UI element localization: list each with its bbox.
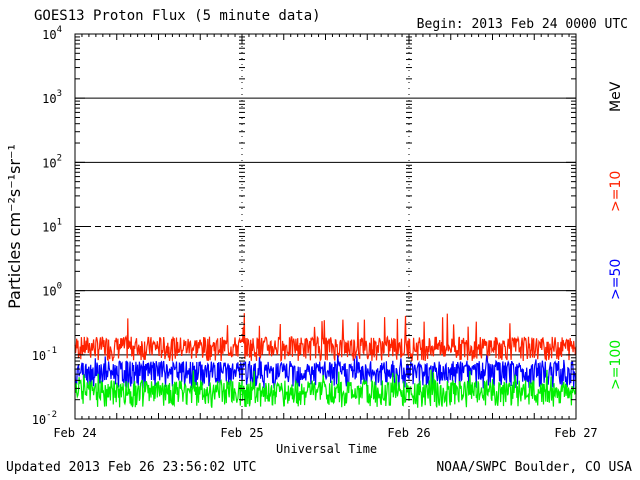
series-line-1: [74, 313, 577, 363]
chart-title: GOES13 Proton Flux (5 minute data): [34, 8, 321, 24]
y-axis-label: Particles cm⁻²s⁻¹sr⁻¹: [5, 144, 24, 309]
legend-label-10: >=10: [608, 171, 624, 212]
begin-time: Begin: 2013 Feb 24 0000 UTC: [416, 17, 628, 32]
x-axis-label: Universal Time: [276, 442, 378, 456]
ticks: [74, 34, 577, 420]
updated-timestamp: Updated 2013 Feb 26 23:56:02 UTC: [6, 460, 257, 475]
legend-label-100: >=100: [608, 340, 624, 390]
credit-text: NOAA/SWPC Boulder, CO USA: [436, 460, 632, 475]
x-tick-label: Feb 25: [220, 426, 263, 440]
y-tick-label: 101: [42, 218, 62, 235]
y-tick-label: 103: [42, 89, 62, 106]
series-line-3: [74, 369, 577, 408]
legend-label-50: >=50: [608, 259, 624, 300]
x-tick-label: Feb 24: [53, 426, 96, 440]
y-tick-label: 104: [42, 25, 62, 42]
y-tick-label: 10-1: [32, 346, 57, 363]
y-tick-label: 10-2: [32, 410, 57, 427]
grid: [75, 34, 576, 419]
tick-labels: 10-2 10-1 100 101 102 103 104 Feb 24 Feb 25 Feb 2…: [32, 25, 598, 440]
y-tick-label: 102: [42, 153, 62, 170]
series-group: [74, 313, 577, 408]
x-tick-label: Feb 26: [387, 426, 430, 440]
y-tick-label: 100: [42, 282, 62, 299]
x-tick-label: Feb 27: [554, 426, 597, 440]
series-line-2: [74, 355, 577, 389]
unit-label: MeV: [608, 81, 624, 112]
energy-legend: MeV >=10 >=50 >=100: [608, 81, 624, 390]
